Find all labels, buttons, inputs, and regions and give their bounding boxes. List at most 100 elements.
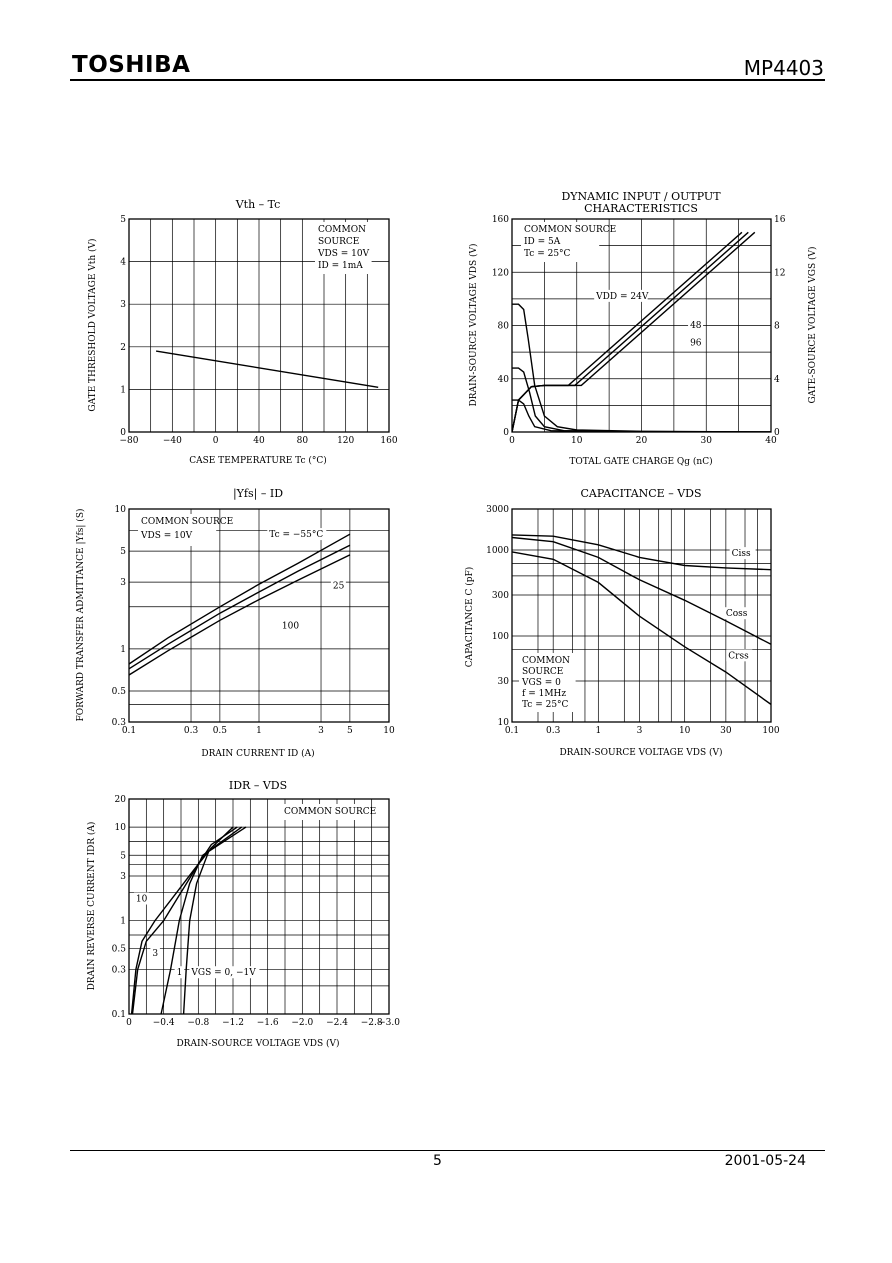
curve-label: 100 xyxy=(282,621,299,631)
curve-label: Coss xyxy=(726,609,748,619)
chart-idr: 0 −0.4 −0.8 −1.2 −1.6 −2.0 −2.4 −2.8−3.0 0.1 0.3 0… xyxy=(86,779,400,1049)
y-tick-label: 1 xyxy=(120,917,126,927)
condition-note: Tc = 25°C xyxy=(522,700,569,710)
footer-date: 2001-05-24 xyxy=(724,1153,806,1169)
x-tick-label: 0.3 xyxy=(546,726,561,736)
label-background xyxy=(174,966,185,979)
label-background xyxy=(594,289,648,302)
plot-frame xyxy=(128,508,390,723)
curve-label: Ciss xyxy=(732,549,751,559)
x-tick-label: −40 xyxy=(163,436,182,446)
note-background xyxy=(521,222,600,262)
y-tick-label: 100 xyxy=(492,632,509,642)
y2-tick-label: 8 xyxy=(774,322,780,332)
y-tick-label: 120 xyxy=(492,268,509,278)
series-curve xyxy=(155,350,379,388)
y-tick-label: 0.5 xyxy=(112,945,127,955)
toshiba-logo: TOSHIBA xyxy=(72,52,191,78)
y-tick-label: 80 xyxy=(498,322,510,332)
x-tick-label: 120 xyxy=(337,436,354,446)
series-curve xyxy=(129,533,351,665)
chart-title: IDR – VDS xyxy=(229,779,287,792)
x-tick-label: 10 xyxy=(679,726,691,736)
y-tick-label: 10 xyxy=(115,505,127,515)
y2-tick-label: 4 xyxy=(774,375,780,385)
condition-note: SOURCE xyxy=(522,667,563,677)
note-background xyxy=(281,804,360,820)
condition-note: f = 1MHz xyxy=(522,689,566,699)
y-tick-label: 0 xyxy=(120,428,126,438)
y-tick-label: 3 xyxy=(120,578,126,588)
chart-title-line2: CHARACTERISTICS xyxy=(584,202,698,215)
x-tick-label: −0.4 xyxy=(153,1018,175,1028)
x-tick-label: −2.8 xyxy=(361,1018,383,1028)
y-axis-label: DRAIN-SOURCE VOLTAGE VDS (V) xyxy=(468,243,479,406)
chart-title: |Yfs| – ID xyxy=(233,487,283,501)
x-tick-label: 160 xyxy=(380,436,397,446)
series-curve xyxy=(129,544,351,670)
x-axis-label: DRAIN CURRENT ID (A) xyxy=(201,748,314,759)
x-tick-label: −2.4 xyxy=(326,1018,348,1028)
label-background xyxy=(133,892,149,905)
condition-note: VGS = 0 xyxy=(521,678,561,688)
y-tick-label: 20 xyxy=(115,795,127,805)
series-curve xyxy=(512,536,771,645)
y2-axis-label: GATE-SOURCE VOLTAGE VGS (V) xyxy=(807,246,818,403)
plot-frame xyxy=(511,508,772,723)
series-curve xyxy=(512,534,771,571)
y-axis-label: DRAIN REVERSE CURRENT IDR (A) xyxy=(86,822,97,991)
note-background xyxy=(138,514,217,546)
y2-tick-label: 16 xyxy=(774,215,786,225)
series-curve xyxy=(512,551,771,705)
x-tick-label: −2.0 xyxy=(291,1018,313,1028)
y-tick-label: 0.5 xyxy=(112,687,127,697)
label-background xyxy=(688,336,704,349)
header-rule xyxy=(70,79,825,81)
curve-label: Crss xyxy=(728,651,749,661)
label-background xyxy=(189,966,260,979)
label-background xyxy=(726,649,753,662)
curve-label: 1 xyxy=(177,968,183,978)
label-background xyxy=(267,528,327,541)
y-tick-label: 40 xyxy=(498,375,510,385)
x-tick-label: 30 xyxy=(720,726,732,736)
condition-note: COMMON SOURCE xyxy=(284,807,376,817)
x-tick-label: 3 xyxy=(318,726,324,736)
y-axis-label: CAPACITANCE C (pF) xyxy=(464,567,475,668)
curve-label: 25 xyxy=(333,582,345,592)
x-tick-label: 10 xyxy=(571,436,583,446)
x-tick-label: 3 xyxy=(637,726,643,736)
x-tick-label: 20 xyxy=(636,436,648,446)
y-tick-label: 0.1 xyxy=(112,1010,126,1020)
note-background xyxy=(519,653,576,712)
x-tick-label: 30 xyxy=(701,436,713,446)
x-tick-label: −1.6 xyxy=(257,1018,279,1028)
x-tick-label: −1.2 xyxy=(222,1018,244,1028)
label-background xyxy=(723,607,750,620)
y-tick-label: 4 xyxy=(120,258,126,268)
x-tick-label: 1 xyxy=(256,726,262,736)
y-tick-label: 5 xyxy=(120,547,126,557)
series-curve xyxy=(131,826,238,1014)
condition-note: ID = 1mA xyxy=(318,261,363,271)
label-background xyxy=(150,946,160,959)
plot-frame xyxy=(128,218,390,433)
label-background xyxy=(330,579,346,592)
condition-note: COMMON SOURCE xyxy=(141,517,233,527)
x-tick-label: 0.1 xyxy=(505,726,519,736)
y-tick-label: 0 xyxy=(503,428,509,438)
y-axis-label: FORWARD TRANSFER ADMITTANCE |Yfs| (S) xyxy=(75,509,86,722)
x-tick-label: 1 xyxy=(595,726,601,736)
y-tick-label: 3000 xyxy=(486,505,509,515)
y2-tick-label: 12 xyxy=(774,268,785,278)
curve-label: 48 xyxy=(690,321,702,331)
y-tick-label: 30 xyxy=(498,677,510,687)
label-background xyxy=(729,547,756,560)
y-tick-label: 5 xyxy=(120,215,126,225)
series-curve xyxy=(129,554,351,676)
condition-note: VDS = 10V xyxy=(140,531,193,541)
x-tick-label: 0 xyxy=(509,436,515,446)
y-tick-label: 0.3 xyxy=(112,965,127,975)
series-curve xyxy=(512,231,756,432)
